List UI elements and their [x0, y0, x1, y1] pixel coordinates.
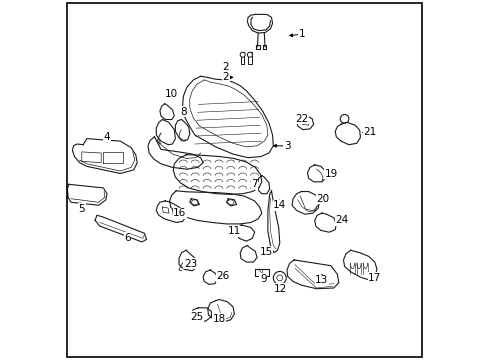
Text: 23: 23 [183, 258, 197, 269]
Text: 24: 24 [334, 215, 347, 225]
Polygon shape [343, 250, 376, 280]
Polygon shape [207, 300, 234, 322]
Polygon shape [314, 213, 336, 232]
Text: 3: 3 [283, 141, 290, 151]
Polygon shape [175, 120, 189, 141]
Text: 11: 11 [227, 226, 241, 236]
Polygon shape [203, 270, 217, 284]
Text: 18: 18 [212, 314, 225, 324]
Polygon shape [335, 122, 360, 145]
Text: 8: 8 [180, 107, 186, 117]
Polygon shape [172, 210, 179, 216]
Text: 13: 13 [315, 275, 328, 285]
Text: 14: 14 [273, 200, 286, 210]
Polygon shape [67, 184, 107, 205]
Polygon shape [173, 155, 261, 194]
Polygon shape [72, 139, 137, 174]
Text: 10: 10 [165, 89, 178, 99]
Text: 9: 9 [260, 274, 266, 284]
Polygon shape [301, 118, 308, 125]
Polygon shape [169, 191, 261, 224]
Text: 6: 6 [124, 233, 131, 243]
Polygon shape [156, 201, 186, 222]
Polygon shape [257, 176, 269, 194]
Polygon shape [189, 199, 199, 206]
Text: 7: 7 [251, 179, 257, 189]
Text: 20: 20 [316, 194, 329, 204]
Text: 12: 12 [273, 284, 286, 294]
Text: 4: 4 [103, 132, 110, 142]
Polygon shape [191, 308, 211, 321]
Text: 1: 1 [298, 29, 305, 39]
Polygon shape [156, 120, 175, 145]
Polygon shape [160, 104, 174, 120]
Circle shape [340, 114, 348, 123]
Text: 25: 25 [190, 312, 203, 322]
Polygon shape [95, 215, 146, 242]
Polygon shape [182, 76, 273, 158]
Polygon shape [81, 152, 101, 163]
Polygon shape [103, 152, 122, 163]
Circle shape [273, 271, 285, 284]
Polygon shape [148, 137, 203, 169]
Polygon shape [256, 45, 259, 49]
Polygon shape [267, 191, 279, 253]
Polygon shape [179, 250, 197, 271]
Polygon shape [247, 52, 251, 64]
Circle shape [276, 275, 282, 281]
Polygon shape [286, 260, 338, 289]
Polygon shape [241, 52, 244, 64]
Circle shape [247, 52, 252, 57]
Polygon shape [162, 207, 168, 213]
Text: 22: 22 [294, 114, 307, 124]
Circle shape [240, 52, 244, 57]
Text: 17: 17 [367, 273, 381, 283]
Text: 26: 26 [216, 271, 229, 282]
Polygon shape [254, 269, 268, 276]
Polygon shape [296, 114, 313, 130]
Text: 15: 15 [259, 247, 272, 257]
Text: 2: 2 [222, 72, 228, 82]
Polygon shape [240, 246, 257, 262]
Text: 2: 2 [222, 62, 228, 72]
Polygon shape [226, 199, 236, 206]
Polygon shape [247, 14, 272, 33]
Polygon shape [291, 192, 319, 214]
Polygon shape [236, 225, 254, 241]
Polygon shape [307, 165, 326, 182]
Text: 5: 5 [78, 204, 85, 214]
Text: 16: 16 [173, 208, 186, 218]
Polygon shape [262, 45, 265, 49]
Text: 19: 19 [325, 168, 338, 179]
Text: 21: 21 [363, 127, 376, 138]
